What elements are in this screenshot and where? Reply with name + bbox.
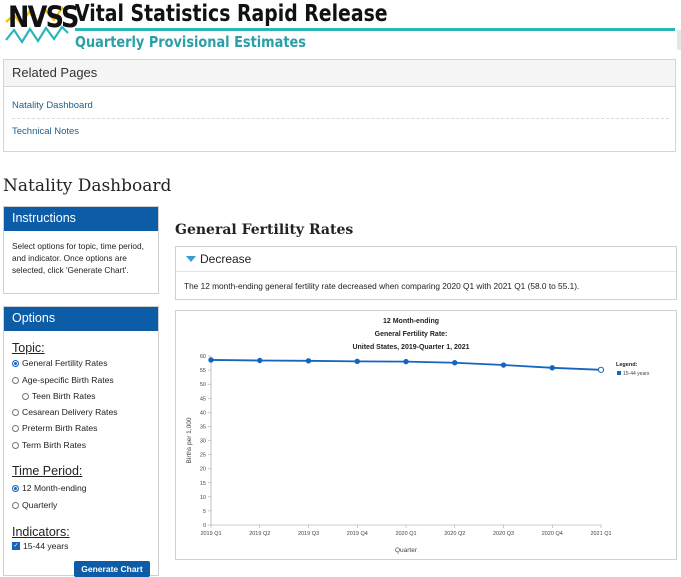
- y-tick-label: 55: [200, 368, 206, 374]
- data-point: [452, 360, 458, 366]
- related-pages-panel: Related Pages Natality Dashboard Technic…: [3, 59, 676, 152]
- radio-icon[interactable]: [22, 392, 29, 400]
- instructions-panel: Instructions Select options for topic, t…: [3, 206, 159, 294]
- x-tick-label: 2020 Q4: [542, 531, 563, 537]
- indicator-option[interactable]: ✓ 15-44 years: [12, 541, 68, 551]
- options-panel: Options Topic: General Fertility Rates A…: [3, 306, 159, 576]
- topic-option[interactable]: Preterm Birth Rates: [12, 423, 97, 433]
- y-axis-label: Births per 1,000: [186, 417, 193, 463]
- logo-text: NVSS: [8, 0, 79, 34]
- header-rule: [75, 28, 675, 31]
- time-period-option[interactable]: 12 Month-ending: [12, 483, 87, 493]
- y-tick-label: 15: [200, 481, 206, 487]
- radio-icon[interactable]: [12, 424, 19, 432]
- trend-header[interactable]: Decrease: [176, 247, 676, 272]
- checkbox-checked-icon[interactable]: ✓: [12, 542, 20, 550]
- data-point: [500, 362, 507, 368]
- topic-option-label: Cesarean Delivery Rates: [22, 407, 118, 417]
- time-period-option-label: 12 Month-ending: [22, 483, 87, 493]
- topic-option[interactable]: Term Birth Rates: [12, 440, 86, 450]
- header-edge: [677, 30, 681, 50]
- legend-title: Legend:: [616, 362, 638, 368]
- related-pages-title: Related Pages: [12, 65, 98, 80]
- legend-label: 15-44 years: [623, 371, 650, 377]
- trend-summary-panel: Decrease The 12 month-ending general fer…: [175, 246, 677, 300]
- topic-option-label: Term Birth Rates: [22, 440, 86, 450]
- site-subtitle: Quarterly Provisional Estimates: [75, 33, 306, 51]
- trend-text: The 12 month-ending general fertility ra…: [184, 281, 580, 291]
- topic-option[interactable]: Teen Birth Rates: [22, 391, 96, 401]
- related-pages-header: Related Pages: [4, 60, 675, 87]
- data-point: [354, 358, 360, 365]
- y-tick-label: 20: [200, 467, 206, 473]
- options-title: Options: [4, 307, 158, 331]
- chart-title-line: General Fertility Rate:: [375, 331, 448, 338]
- divider: [12, 118, 669, 119]
- topic-option[interactable]: Age-specific Birth Rates: [12, 375, 114, 385]
- generate-chart-button[interactable]: Generate Chart: [74, 561, 150, 577]
- topic-option-label: Preterm Birth Rates: [22, 423, 98, 433]
- data-point: [305, 358, 312, 364]
- topic-option-label: General Fertility Rates: [22, 358, 108, 368]
- data-point: [403, 358, 409, 365]
- link-natality-dashboard[interactable]: Natality Dashboard: [12, 100, 93, 111]
- x-tick-label: 2020 Q2: [444, 531, 465, 537]
- x-tick-label: 2019 Q1: [200, 531, 221, 537]
- x-tick-label: 2020 Q1: [395, 531, 416, 537]
- data-point: [257, 357, 263, 364]
- x-tick-label: 2021 Q1: [590, 531, 611, 537]
- radio-icon[interactable]: [12, 441, 19, 449]
- instructions-text: Select options for topic, time period, a…: [12, 241, 144, 275]
- chart-panel: 12 Month-ending General Fertility Rate: Un…: [175, 310, 677, 560]
- chart-title-line: 12 Month-ending: [383, 318, 439, 325]
- legend-swatch: [617, 371, 621, 375]
- topic-option[interactable]: Cesarean Delivery Rates: [12, 407, 118, 417]
- data-point: [597, 366, 605, 373]
- logo-graphic: [5, 6, 69, 45]
- chart-title-line: United States, 2019-Quarter 1, 2021: [352, 344, 469, 351]
- y-tick-label: 30: [200, 439, 206, 445]
- time-period-label: Time Period:: [12, 464, 83, 478]
- x-tick-label: 2019 Q2: [249, 531, 270, 537]
- time-period-option-label: Quarterly: [22, 500, 58, 510]
- radio-icon[interactable]: [12, 408, 19, 416]
- radio-selected-icon[interactable]: [12, 359, 19, 367]
- x-tick-label: 2019 Q3: [298, 531, 319, 537]
- y-tick-label: 60: [200, 354, 206, 360]
- y-tick-label: 10: [200, 495, 206, 501]
- radio-icon[interactable]: [12, 501, 19, 509]
- topic-option-label: Teen Birth Rates: [32, 391, 96, 401]
- radio-selected-icon[interactable]: [12, 484, 19, 492]
- caret-down-icon[interactable]: [186, 256, 196, 262]
- chart-section-title: General Fertility Rates: [175, 222, 354, 238]
- radio-icon[interactable]: [12, 376, 19, 384]
- y-tick-label: 5: [203, 509, 206, 515]
- dashboard-title: Natality Dashboard: [3, 176, 172, 196]
- x-axis-label: Quarter: [395, 547, 418, 554]
- nvss-logo[interactable]: NVSS: [4, 0, 79, 50]
- instructions-title: Instructions: [4, 207, 158, 231]
- y-tick-label: 40: [200, 410, 206, 416]
- topic-option[interactable]: General Fertility Rates: [12, 358, 108, 368]
- y-tick-label: 45: [200, 396, 206, 402]
- y-tick-label: 50: [200, 382, 206, 388]
- site-title: Vital Statistics Rapid Release: [75, 1, 388, 27]
- topic-option-label: Age-specific Birth Rates: [22, 375, 114, 385]
- y-tick-label: 35: [200, 424, 206, 430]
- y-tick-label: 25: [200, 453, 206, 459]
- indicators-label: Indicators:: [12, 525, 70, 539]
- y-tick-label: 0: [203, 523, 206, 529]
- x-tick-label: 2020 Q3: [493, 531, 514, 537]
- trend-label: Decrease: [200, 252, 252, 266]
- data-point: [208, 357, 214, 363]
- indicator-option-label: 15-44 years: [23, 541, 69, 551]
- x-tick-label: 2019 Q4: [347, 531, 368, 537]
- link-technical-notes[interactable]: Technical Notes: [12, 126, 80, 137]
- topic-label: Topic:: [12, 341, 45, 355]
- data-point: [549, 365, 555, 371]
- time-period-option[interactable]: Quarterly: [12, 500, 57, 510]
- line-chart: 12 Month-ending General Fertility Rate: Un…: [186, 318, 650, 554]
